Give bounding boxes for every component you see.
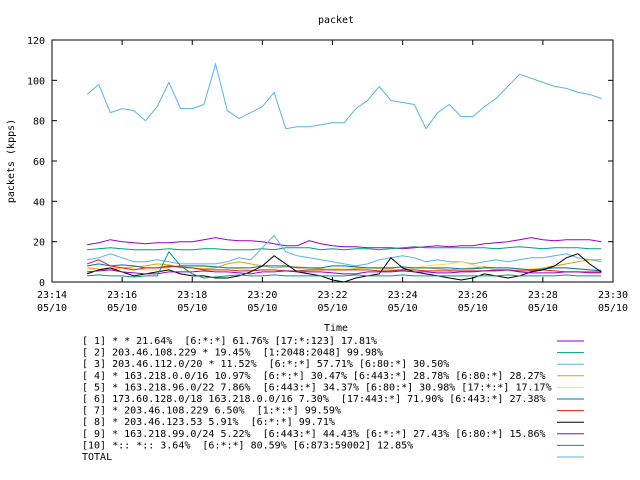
legend-label-4: [ 4] * 163.218.0.0/16 10.97% [6:*:*] 30.… bbox=[82, 371, 546, 382]
y-tick-label: 120 bbox=[27, 36, 45, 47]
x-tick-date: 05/10 bbox=[37, 303, 67, 314]
series-line-9 bbox=[87, 269, 602, 275]
legend-label-3: [ 3] 203.46.112.0/20 * 11.52% [6:*:*] 57… bbox=[82, 359, 449, 370]
x-tick-date: 05/10 bbox=[317, 303, 347, 314]
x-tick-date: 05/10 bbox=[528, 303, 558, 314]
x-ticks: 23:14 05/10 23:16 05/10 23:18 05/10 23:20 05/10… bbox=[37, 40, 628, 314]
x-tick-time: 23:20 bbox=[247, 290, 277, 301]
x-tick-date: 05/10 bbox=[107, 303, 137, 314]
x-tick-date: 05/10 bbox=[247, 303, 277, 314]
x-tick-time: 23:24 bbox=[388, 290, 418, 301]
x-tick-time: 23:16 bbox=[107, 290, 137, 301]
x-tick-time: 23:30 bbox=[598, 290, 628, 301]
legend-label-10: [10] *:: *:: 3.64% [6:*:*] 80.59% [6:873… bbox=[82, 440, 413, 451]
series-line-8 bbox=[86, 253, 602, 283]
legend-label-8: [ 8] * 203.46.123.53 5.91% [6:*:*] 99.71… bbox=[82, 417, 335, 428]
y-tick-label: 80 bbox=[33, 117, 45, 128]
series-line-11 bbox=[86, 62, 602, 130]
x-tick-date: 05/10 bbox=[598, 303, 628, 314]
legend: [ 1] * * 21.64% [6:*:*] 61.76% [17:*:123… bbox=[82, 336, 584, 463]
x-tick-date: 05/10 bbox=[388, 303, 418, 314]
legend-label-1: [ 1] * * 21.64% [6:*:*] 61.76% [17:*:123… bbox=[82, 336, 377, 347]
series-line-2 bbox=[87, 246, 602, 251]
legend-label-11: TOTAL bbox=[82, 452, 112, 463]
x-tick-time: 23:22 bbox=[317, 290, 347, 301]
legend-label-6: [ 6] 173.60.128.0/18 163.218.0.0/16 7.30… bbox=[82, 394, 546, 405]
y-tick-label: 0 bbox=[39, 278, 45, 289]
x-tick-time: 23:18 bbox=[177, 290, 207, 301]
y-tick-label: 60 bbox=[33, 157, 45, 168]
legend-label-5: [ 5] * 163.218.96.0/22 7.86% [6:443:*] 3… bbox=[82, 382, 552, 393]
series-line-1 bbox=[87, 237, 602, 250]
series-line-10 bbox=[87, 250, 602, 279]
y-tick-label: 40 bbox=[33, 197, 45, 208]
y-axis-label: packets (kpps) bbox=[6, 119, 17, 203]
y-tick-label: 100 bbox=[27, 76, 45, 87]
series-line-3 bbox=[87, 234, 602, 267]
series-lines bbox=[86, 62, 602, 283]
y-tick-label: 20 bbox=[33, 238, 45, 249]
x-tick-date: 05/10 bbox=[177, 303, 207, 314]
x-tick-time: 23:26 bbox=[458, 290, 488, 301]
series-line-7 bbox=[86, 259, 602, 273]
y-ticks: 0 20 40 60 80 100 120 bbox=[27, 36, 613, 289]
x-tick-time: 23:28 bbox=[528, 290, 558, 301]
legend-label-9: [ 9] * 163.218.99.0/24 5.22% [6:443:*] 4… bbox=[82, 429, 546, 440]
legend-label-2: [ 2] 203.46.108.229 * 19.45% [1:2048:204… bbox=[82, 348, 383, 359]
x-axis-label: Time bbox=[324, 323, 348, 334]
legend-label-7: [ 7] * 203.46.108.229 6.50% [1:*:*] 99.5… bbox=[82, 406, 341, 417]
chart-title: packet bbox=[318, 15, 354, 26]
x-tick-date: 05/10 bbox=[458, 303, 488, 314]
x-tick-time: 23:14 bbox=[37, 290, 67, 301]
